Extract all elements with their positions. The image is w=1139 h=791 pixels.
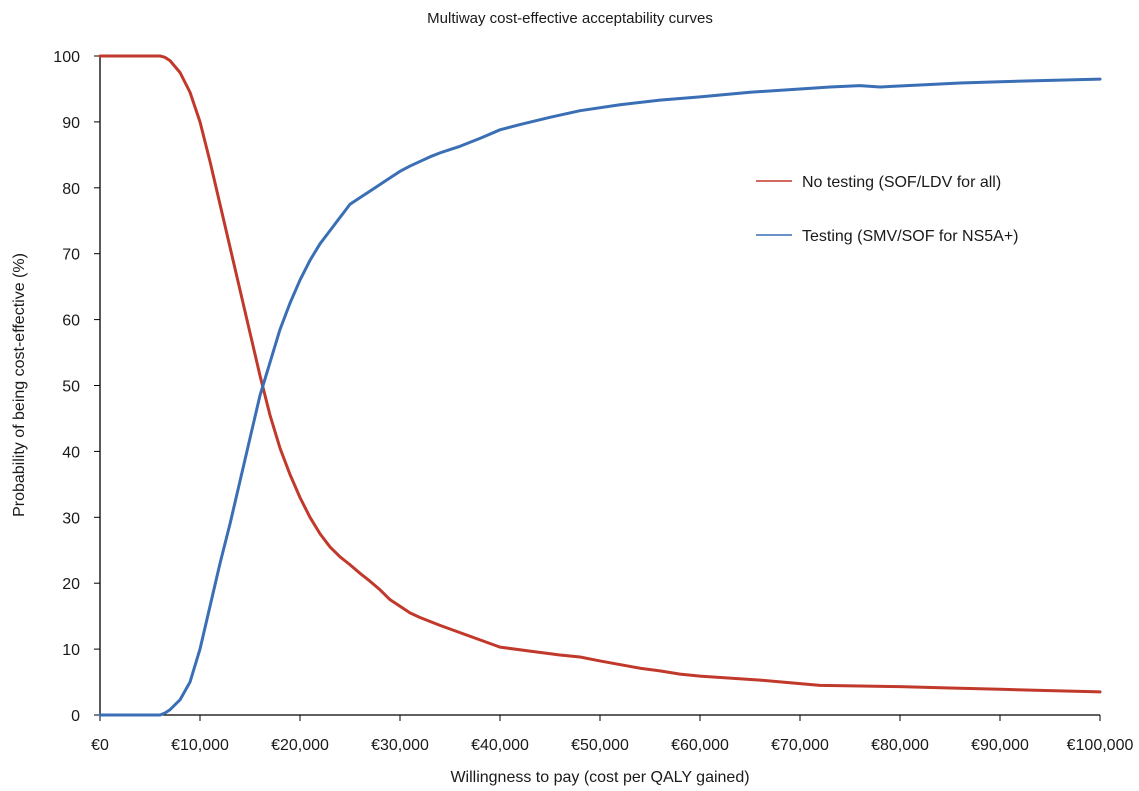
y-tick-label: 20: [62, 576, 80, 593]
x-axis-label: Willingness to pay (cost per QALY gained…: [450, 769, 749, 786]
series-line-testing: [98, 77, 1102, 717]
x-tick-label: €50,000: [571, 737, 629, 754]
y-tick-label: 40: [62, 444, 80, 461]
legend-label-no-testing: No testing (SOF/LDV for all): [802, 174, 1001, 191]
y-tick-label: 70: [62, 247, 80, 264]
y-axis-label: Probability of being cost-effective (%): [11, 253, 28, 517]
y-tick-label: 30: [62, 510, 80, 527]
x-tick-label: €80,000: [871, 737, 929, 754]
x-tick-label: €40,000: [471, 737, 529, 754]
x-tick-label: €20,000: [271, 737, 329, 754]
plot-area: 0 10 20 30 40 50 60 70 80 90 100 €0 €10,000 €20,000 €3…: [53, 49, 1133, 754]
y-tick-label: 80: [62, 181, 80, 198]
x-tick-label: €30,000: [371, 737, 429, 754]
y-tick-label: 10: [62, 642, 80, 659]
x-tick-label: €0: [91, 737, 109, 754]
y-tick-label: 60: [62, 313, 80, 330]
y-tick-label: 50: [62, 379, 80, 396]
legend-label-testing: Testing (SMV/SOF for NS5A+): [802, 228, 1019, 245]
legend: No testing (SOF/LDV for all) Testing (SMV…: [756, 174, 1019, 245]
y-tick-label: 0: [71, 708, 80, 725]
series-line-no-testing: [98, 54, 1102, 694]
x-tick-label: €70,000: [771, 737, 829, 754]
x-tick-label: €90,000: [971, 737, 1029, 754]
chart-title: Multiway cost-effective acceptability cu…: [427, 10, 713, 27]
x-tick-label: €60,000: [671, 737, 729, 754]
y-tick-label: 90: [62, 115, 80, 132]
y-tick-label: 100: [53, 49, 80, 66]
x-tick-label: €100,000: [1067, 737, 1134, 754]
x-tick-label: €10,000: [171, 737, 229, 754]
